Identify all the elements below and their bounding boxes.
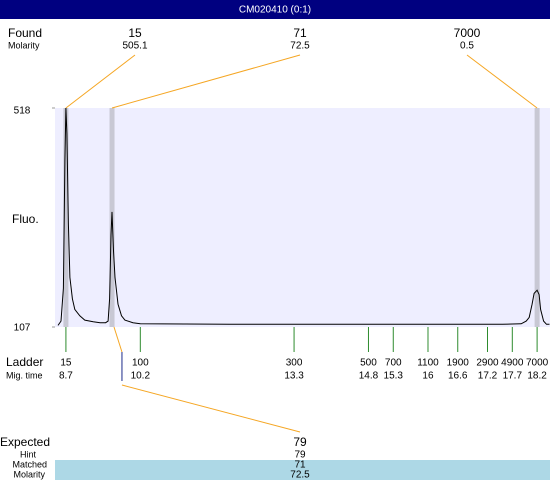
ladder-size: 300 [286,358,303,369]
mig-time-label: Mig. time [6,370,43,380]
ladder-time: 17.2 [478,371,498,382]
ladder-label: Ladder [6,355,43,369]
molarity-label: Molarity [13,469,45,479]
y-axis-label: Fluo. [12,212,39,226]
y-tick-label: 518 [14,106,31,117]
ladder-time: 14.8 [359,371,379,382]
peak-band [63,108,69,327]
y-tick-label: 107 [14,323,31,334]
ladder-time: 10.2 [131,371,151,382]
found-molarity: 0.5 [460,41,474,52]
matched-row [55,460,550,480]
ladder-size: 7000 [526,358,549,369]
ladder-time: 8.7 [59,371,73,382]
ladder-size: 1900 [447,358,470,369]
hint-value: 79 [294,450,306,461]
found-molarity: 72.5 [290,41,310,52]
ladder-time: 16 [422,371,434,382]
peak-connector [111,54,301,109]
peak-connector [466,54,538,109]
found-molarity-label: Molarity [8,40,40,50]
plot-area [55,108,550,327]
ladder-size: 15 [60,358,72,369]
ladder-time: 15.3 [384,371,404,382]
found-size: 7000 [454,26,481,40]
found-size: 15 [128,26,142,40]
header-bar [0,0,550,19]
ladder-size: 4900 [501,358,524,369]
found-size: 71 [293,26,307,40]
ladder-size: 700 [385,358,402,369]
ladder-time: 16.6 [448,371,468,382]
peak-connector [65,54,136,109]
ladder-time: 13.3 [284,371,304,382]
ladder-time: 18.2 [527,371,547,382]
expected-value: 79 [293,435,307,449]
found-molarity: 505.1 [122,41,147,52]
hint-label: Hint [20,449,37,459]
expected-label: Expected [0,435,50,449]
ladder-size: 500 [360,358,377,369]
ladder-size: 100 [132,358,149,369]
ladder-size: 1100 [417,358,439,369]
peak-band [534,108,540,327]
matched-value: 71 [294,460,306,471]
trace-line [57,107,550,326]
expected-connector [121,384,301,433]
found-label: Found [8,26,42,40]
expected-connector [113,326,123,353]
header-title: CM020410 (0:1) [239,5,311,16]
matched-label: Matched [12,459,47,469]
molarity-value: 72.5 [290,470,310,480]
ladder-size: 2900 [476,358,499,369]
ladder-time: 17.7 [503,371,523,382]
